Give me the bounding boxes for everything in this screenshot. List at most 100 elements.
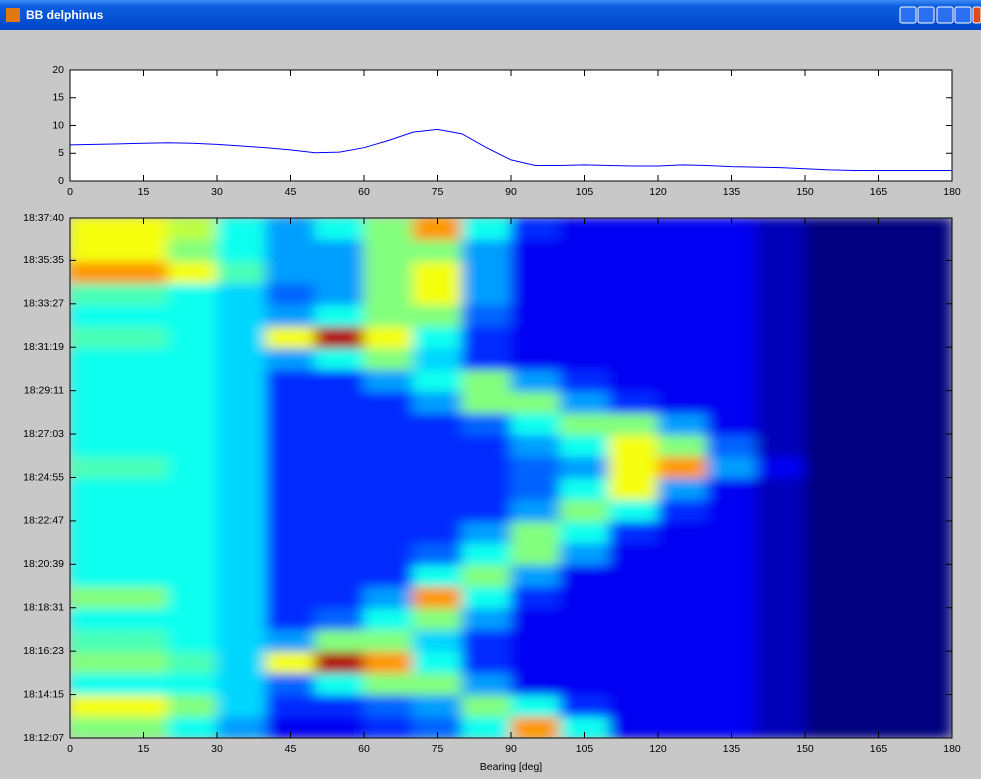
heatmap-cell	[168, 304, 218, 327]
heatmap-cell	[266, 586, 316, 609]
heatmap-cell	[560, 586, 610, 609]
heatmap-cell	[70, 478, 120, 501]
heatmap-cell	[217, 304, 267, 327]
y-tick-label: 18:18:31	[23, 602, 64, 614]
heatmap-cell	[462, 543, 512, 566]
heatmap-cell	[315, 304, 365, 327]
heatmap-cell	[413, 586, 463, 609]
heatmap-cell	[511, 608, 561, 631]
x-tick-label: 0	[67, 186, 73, 198]
heatmap-cell	[119, 478, 169, 501]
heatmap-cell	[560, 608, 610, 631]
heatmap-cell	[805, 564, 855, 587]
heatmap-cell	[315, 218, 365, 241]
heatmap-cell	[609, 348, 659, 371]
heatmap-cell	[217, 456, 267, 479]
heatmap-cell	[70, 261, 120, 284]
heatmap-cell	[364, 239, 414, 262]
heatmap-cell	[609, 499, 659, 522]
heatmap-cell	[266, 564, 316, 587]
heatmap-cell	[168, 239, 218, 262]
heatmap-cell	[315, 564, 365, 587]
maximize-button[interactable]	[955, 7, 971, 23]
heatmap-cell	[707, 456, 757, 479]
heatmap-cell	[413, 239, 463, 262]
heatmap-cell	[462, 283, 512, 306]
heatmap-cell	[168, 564, 218, 587]
heatmap-cell	[70, 586, 120, 609]
heatmap-cell	[560, 694, 610, 717]
heatmap-cell	[70, 521, 120, 544]
x-tick-label: 0	[67, 743, 73, 755]
heatmap-cell	[70, 434, 120, 457]
heatmap-cell	[168, 456, 218, 479]
heatmap-cell	[266, 239, 316, 262]
heatmap-cell	[658, 586, 708, 609]
heatmap-cell	[462, 239, 512, 262]
heatmap-cell	[707, 413, 757, 436]
heatmap-cell	[854, 543, 904, 566]
heatmap-cell	[413, 434, 463, 457]
x-tick-label: 120	[649, 743, 667, 755]
heatmap-cell	[854, 239, 904, 262]
heatmap-cell	[168, 413, 218, 436]
heatmap-cell	[364, 716, 414, 739]
heatmap-cell	[756, 673, 806, 696]
heatmap-cell	[413, 673, 463, 696]
heatmap-cell	[903, 239, 953, 262]
y-tick-label: 18:22:47	[23, 515, 64, 527]
dock-button[interactable]	[900, 7, 916, 23]
heatmap-cell	[658, 261, 708, 284]
heatmap-cell	[168, 326, 218, 349]
undock-button[interactable]	[918, 7, 934, 23]
heatmap-cell	[462, 608, 512, 631]
heatmap-cell	[266, 369, 316, 392]
heatmap-cell	[805, 304, 855, 327]
y-tick-label: 18:31:19	[23, 341, 64, 353]
x-tick-label: 60	[358, 186, 370, 198]
heatmap-cell	[903, 326, 953, 349]
heatmap-cell	[462, 348, 512, 371]
heatmap-cell	[70, 651, 120, 674]
heatmap-cell	[511, 564, 561, 587]
close-button[interactable]	[973, 7, 981, 23]
heatmap-cell	[560, 283, 610, 306]
heatmap-cell	[364, 564, 414, 587]
heatmap-cell	[413, 608, 463, 631]
y-tick-label: 5	[58, 147, 64, 159]
heatmap-cell	[364, 348, 414, 371]
heatmap-cells	[70, 218, 953, 739]
heatmap-cell	[854, 608, 904, 631]
x-tick-label: 60	[358, 743, 370, 755]
heatmap-cell	[119, 391, 169, 414]
heatmap-cell	[609, 608, 659, 631]
heatmap-cell	[560, 478, 610, 501]
heatmap-cell	[560, 261, 610, 284]
heatmap-cell	[903, 348, 953, 371]
heatmap-cell	[805, 239, 855, 262]
heatmap-cell	[707, 369, 757, 392]
x-tick-label: 75	[432, 186, 444, 198]
heatmap-cell	[560, 304, 610, 327]
heatmap-cell	[805, 369, 855, 392]
heatmap-cell	[854, 413, 904, 436]
heatmap-cell	[217, 629, 267, 652]
x-tick-label: 120	[649, 186, 667, 198]
heatmap-cell	[70, 348, 120, 371]
heatmap-cell	[560, 543, 610, 566]
heatmap-cell	[119, 369, 169, 392]
heatmap-cell	[364, 218, 414, 241]
y-tick-label: 10	[52, 119, 64, 131]
x-tick-label: 105	[576, 186, 594, 198]
heatmap-cell	[560, 673, 610, 696]
heatmap-cell	[266, 261, 316, 284]
heatmap-cell	[315, 413, 365, 436]
heatmap-cell	[805, 673, 855, 696]
heatmap-cell	[315, 434, 365, 457]
x-tick-label: 15	[138, 743, 150, 755]
minimize-button[interactable]	[937, 7, 953, 23]
heatmap-cell	[903, 369, 953, 392]
heatmap-cell	[511, 716, 561, 739]
heatmap-cell	[217, 673, 267, 696]
heatmap-cell	[658, 608, 708, 631]
